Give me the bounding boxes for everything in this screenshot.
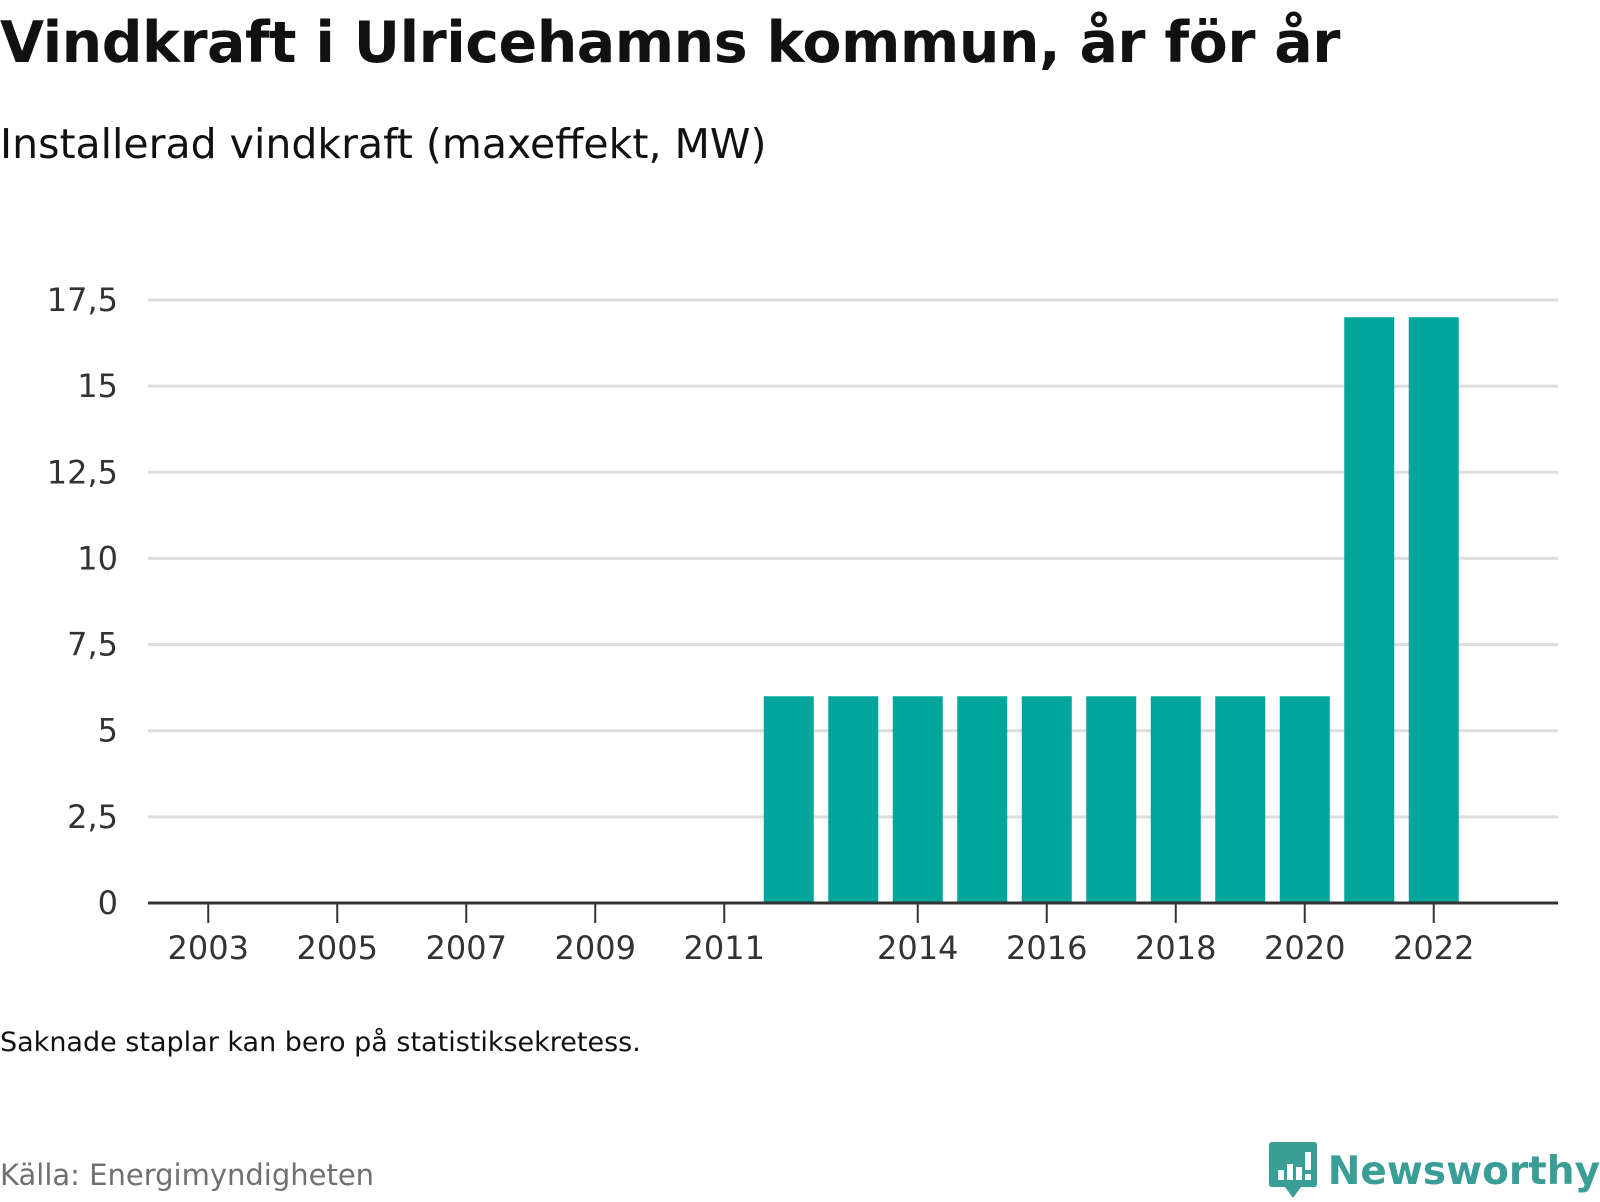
- brand-name: Newsworthy: [1327, 1148, 1600, 1194]
- bar-2012: [763, 696, 814, 903]
- bar-2016: [1021, 696, 1072, 903]
- brand-logo: Newsworthy: [1268, 1140, 1600, 1202]
- bar-2013: [828, 696, 879, 903]
- y-tick-label: 15: [77, 367, 118, 405]
- x-tick-label: 2007: [426, 929, 507, 967]
- chart-subtitle: Installerad vindkraft (maxeffekt, MW): [0, 120, 767, 168]
- x-tick-label: 2018: [1135, 929, 1216, 967]
- y-tick-label: 10: [77, 539, 118, 577]
- bars: [763, 317, 1459, 903]
- bar-2019: [1215, 696, 1266, 903]
- bar-chart: 0 2,5 5 7,5 10 12,5 15 17,5 2003 2005 2007 2009 201…: [47, 281, 1558, 967]
- newsworthy-logo-icon: [1268, 1142, 1317, 1198]
- gridlines: [148, 298, 1558, 819]
- y-tick-label: 7,5: [67, 626, 118, 664]
- bar-2018: [1150, 696, 1201, 903]
- bar-2017: [1086, 696, 1137, 903]
- x-tick-label: 2011: [684, 929, 765, 967]
- bar-2020: [1279, 696, 1330, 903]
- x-tick-label: 2009: [555, 929, 636, 967]
- bar-2014: [892, 696, 943, 903]
- bar-2015: [957, 696, 1008, 903]
- x-tick-label: 2005: [297, 929, 378, 967]
- bar-2021: [1344, 317, 1395, 903]
- y-axis-labels: 0 2,5 5 7,5 10 12,5 15 17,5: [47, 281, 118, 922]
- y-tick-label: 5: [98, 712, 118, 750]
- y-tick-label: 17,5: [47, 281, 118, 319]
- x-tick-label: 2020: [1264, 929, 1345, 967]
- x-tick-label: 2016: [1006, 929, 1087, 967]
- x-axis-labels: 2003 2005 2007 2009 2011 2014 2016 2018 2020 2022: [168, 929, 1475, 967]
- y-tick-label: 2,5: [67, 798, 118, 836]
- x-axis: [148, 901, 1558, 923]
- bar-2022: [1408, 317, 1459, 903]
- y-tick-label: 0: [98, 884, 118, 922]
- footnote: Saknade staplar kan bero på statistiksek…: [0, 1027, 641, 1058]
- x-tick-label: 2014: [877, 929, 958, 967]
- x-tick-label: 2022: [1393, 929, 1474, 967]
- chart-title: Vindkraft i Ulricehamns kommun, år för å…: [0, 10, 1340, 76]
- x-tick-label: 2003: [168, 929, 249, 967]
- source-label: Källa: Energimyndigheten: [0, 1158, 375, 1192]
- y-tick-label: 12,5: [47, 453, 118, 491]
